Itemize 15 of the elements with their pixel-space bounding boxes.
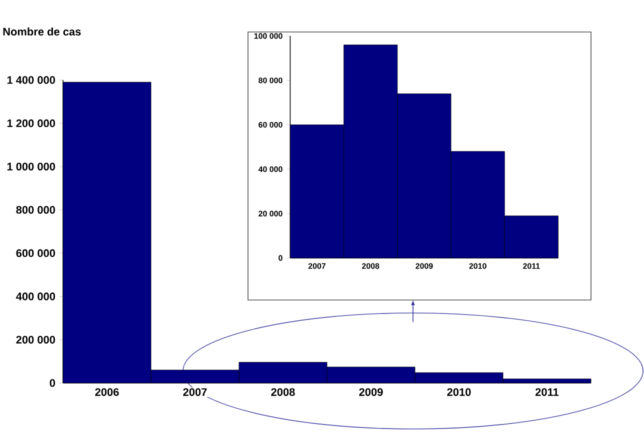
y-tick-label: 600 000 [16,249,56,258]
y-tick-label: 1 400 000 [7,76,56,84]
y-axis-title: Nombre de cas [3,27,81,36]
y-tick-label: 400 000 [16,292,56,300]
y-tick-label: 1 000 000 [7,162,56,170]
x-tick-label: 2006 [95,388,119,396]
x-tick-label: 2008 [271,388,295,396]
x-tick-label: 2010 [447,388,471,396]
y-tick-label: 0 [50,379,56,387]
y-tick-label: 1 200 000 [7,119,56,128]
x-tick-label: 2007 [183,388,207,396]
x-tick-label: 2011 [535,388,559,396]
y-tick-label: 800 000 [16,206,56,214]
y-tick-label: 200 000 [16,336,56,344]
x-tick-label: 2009 [359,388,383,396]
